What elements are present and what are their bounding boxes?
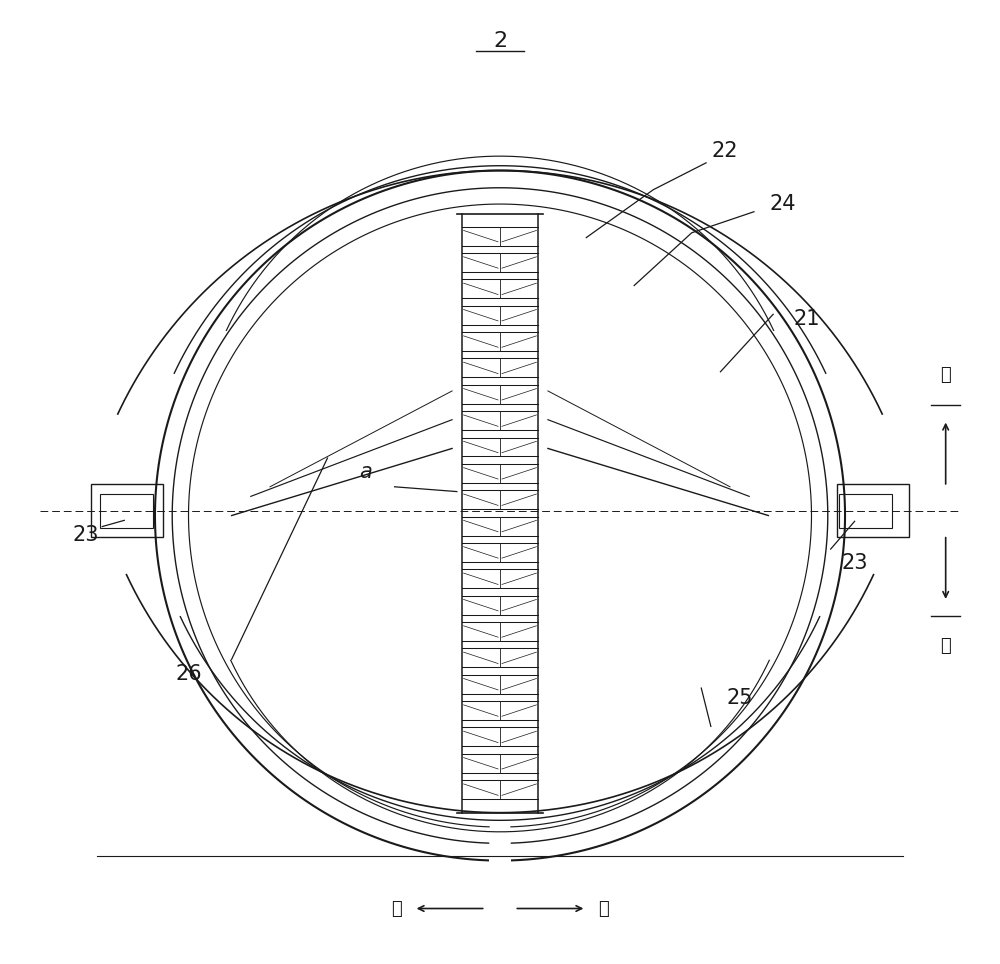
- Bar: [837, 484, 909, 537]
- Text: 上: 上: [940, 366, 951, 385]
- Text: 左: 左: [391, 899, 402, 918]
- Text: 23: 23: [73, 524, 99, 545]
- Bar: [100, 494, 153, 527]
- Text: 23: 23: [841, 553, 868, 574]
- Text: 2: 2: [493, 31, 507, 51]
- Bar: [839, 494, 892, 527]
- Text: 下: 下: [940, 637, 951, 656]
- Text: 24: 24: [769, 194, 796, 214]
- Bar: [91, 484, 163, 537]
- Text: 右: 右: [598, 899, 609, 918]
- Text: 25: 25: [726, 687, 753, 708]
- Text: 26: 26: [175, 663, 202, 683]
- Text: a: a: [359, 463, 372, 482]
- Text: 21: 21: [793, 309, 820, 329]
- Text: 22: 22: [712, 142, 738, 161]
